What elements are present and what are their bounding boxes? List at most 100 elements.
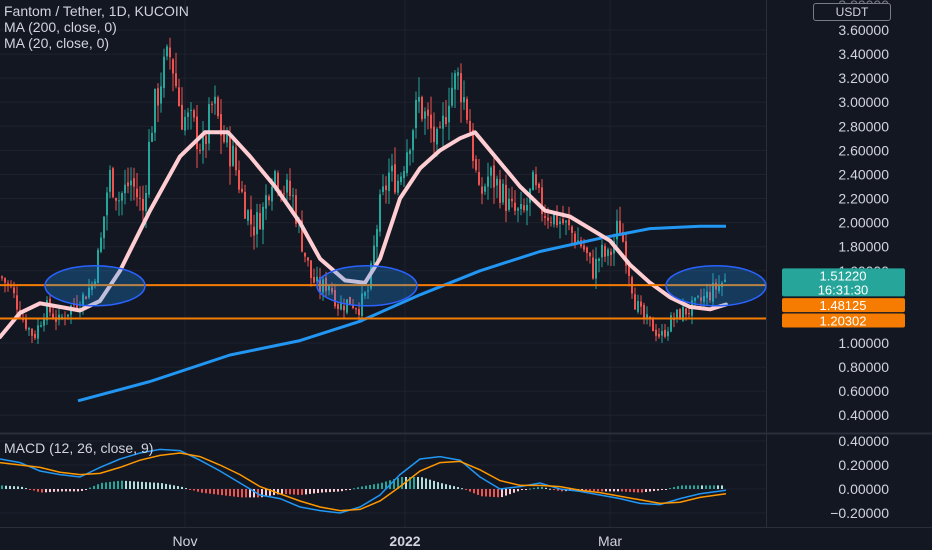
macd-histogram-bar [185,488,187,490]
macd-histogram-bar [21,486,23,489]
candle-body [388,172,390,192]
macd-histogram-bar [261,489,263,498]
macd-histogram-bar [297,489,299,495]
macd-histogram-bar [633,489,635,493]
candle-body [634,294,636,310]
macd-histogram-bar [549,488,551,490]
macd-histogram-bar [685,485,687,489]
macd-histogram-bar [401,477,403,489]
candle-body [703,295,705,302]
price-tick-label: 1.80000 [838,239,889,255]
macd-histogram-bar [501,489,503,498]
candle-body [643,304,645,320]
candle-body [211,103,213,105]
macd-histogram-bar [361,486,363,489]
candle-body [112,168,114,198]
currency-selector[interactable]: USDT [813,3,891,21]
candle-body [571,226,573,233]
candle-body [481,186,483,194]
price-tick-label: 0.80000 [838,359,889,375]
candle-body [361,293,363,316]
macd-histogram-bar [353,488,355,490]
candle-body [550,221,552,223]
macd-histogram-bar [153,482,155,489]
candle-body [223,133,225,142]
support-badge: 1.20302 [820,314,867,329]
candle-body [334,290,336,307]
macd-tick-label: 0.20000 [838,457,889,473]
macd-histogram-bar [581,489,583,491]
candle-body [115,198,117,201]
macd-histogram-bar [121,480,123,489]
candle-body [178,87,180,107]
candle-body [694,297,696,301]
candle-body [229,132,231,167]
candle-body [706,291,708,298]
candle-body [94,281,96,286]
candle-body [40,325,42,327]
macd-histogram-bar [325,489,327,493]
candle-body [541,187,543,215]
candle-body [343,305,345,311]
candle-body [724,279,726,282]
candle-body [118,200,120,202]
macd-histogram-bar [345,489,347,491]
resistance-badge: 1.48125 [820,298,867,313]
candle-body [535,174,537,186]
candle-body [385,185,387,191]
candle-body [37,325,39,339]
macd-histogram-bar [9,485,11,489]
last-price-badge-bg [782,268,905,297]
macd-histogram-bar [221,489,223,496]
ma20-line [0,130,728,339]
ma20-legend: MA (20, close, 0) [4,35,110,51]
candle-body [511,198,513,202]
candle-body [502,183,504,203]
candle-body [340,303,342,310]
macd-histogram-bar [697,485,699,489]
macd-histogram-bar [125,480,127,489]
candle-body [283,193,285,195]
candle-body [664,329,666,337]
macd-line [0,448,727,514]
macd-histogram-bar [53,489,55,492]
candle-body [232,145,234,166]
candle-body [196,116,198,150]
macd-histogram-bar [525,489,527,490]
candle-body [421,97,423,120]
candle-body [460,73,462,103]
candle-body [592,257,594,279]
candle-body [508,198,510,210]
candle-body [547,217,549,221]
candle-body [682,306,684,321]
candle-body [208,104,210,144]
candle-body [589,252,591,257]
price-tick-label: 3.40000 [838,46,889,62]
macd-histogram-bar [341,489,343,492]
macd-histogram-bar [49,489,51,493]
macd-histogram-bar [545,487,547,489]
macd-histogram-bar [629,489,631,492]
macd-histogram-bar [489,489,491,497]
candle-body [202,135,204,151]
macd-histogram-bar [237,489,239,498]
candle-body [166,46,168,57]
candle-body [139,197,141,199]
candle-body [214,96,216,104]
candle-body [106,192,108,216]
macd-histogram-bar [529,488,531,490]
candle-body [433,126,435,143]
candle-body [160,86,162,104]
candle-body [574,233,576,244]
candle-body [409,150,411,154]
support-badge-bg [782,313,905,328]
macd-histogram-bar [277,489,279,495]
candle-body [28,328,30,330]
macd-histogram-bar [225,489,227,496]
candle-body [670,315,672,332]
ellipse-annotation [316,265,418,307]
last-price-badge: 16:31:30 [818,282,869,297]
resistance-badge-bg [782,298,905,313]
macd-histogram-bar [613,489,615,492]
